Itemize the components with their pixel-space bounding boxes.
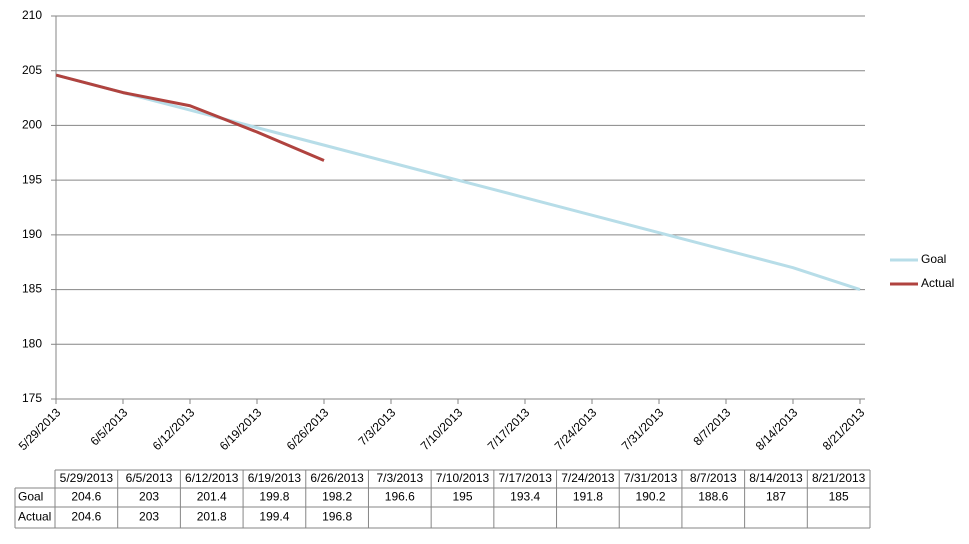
y-tick-label: 195	[22, 172, 42, 186]
table-header: 6/19/2013	[248, 471, 302, 485]
table-cell: 199.4	[259, 510, 289, 524]
table-cell: 204.6	[71, 490, 101, 504]
y-tick-label: 175	[22, 391, 42, 405]
table-header: 8/21/2013	[812, 471, 866, 485]
legend-label: Actual	[921, 276, 954, 290]
y-tick-label: 200	[22, 118, 42, 132]
table-cell: 196.8	[322, 510, 352, 524]
table-cell: 195	[452, 490, 472, 504]
series-line	[55, 73, 325, 162]
table-cell: 191.8	[573, 490, 603, 504]
table-cell: 198.2	[322, 490, 352, 504]
table-cell: 193.4	[510, 490, 540, 504]
table-header: 6/5/2013	[126, 471, 173, 485]
table-cell: 201.8	[197, 510, 227, 524]
table-header: 8/7/2013	[690, 471, 737, 485]
table-header: 7/3/2013	[376, 471, 423, 485]
table-header: 7/24/2013	[561, 471, 615, 485]
table-header: 6/12/2013	[185, 471, 239, 485]
table-cell: 185	[829, 490, 849, 504]
table-header: 8/14/2013	[749, 471, 803, 485]
table-cell: 188.6	[698, 490, 728, 504]
table-cell: 203	[139, 510, 159, 524]
y-tick-label: 190	[22, 227, 42, 241]
table-header: 5/29/2013	[60, 471, 114, 485]
table-cell: 204.6	[71, 510, 101, 524]
table-row-label: Actual	[18, 510, 51, 524]
table-cell: 199.8	[259, 490, 289, 504]
table-cell: 190.2	[636, 490, 666, 504]
table-cell: 203	[139, 490, 159, 504]
table-cell: 196.6	[385, 490, 415, 504]
y-tick-label: 210	[22, 8, 42, 22]
table-row-label: Goal	[18, 490, 43, 504]
table-header: 7/17/2013	[498, 471, 552, 485]
legend-label: Goal	[921, 252, 946, 266]
table-header: 7/10/2013	[436, 471, 490, 485]
y-tick-label: 205	[22, 63, 42, 77]
table-cell: 187	[766, 490, 786, 504]
table-header: 7/31/2013	[624, 471, 678, 485]
table-header: 6/26/2013	[310, 471, 364, 485]
table-cell: 201.4	[197, 490, 227, 504]
y-tick-label: 180	[22, 336, 42, 350]
y-tick-label: 185	[22, 282, 42, 296]
series-line	[55, 73, 861, 291]
